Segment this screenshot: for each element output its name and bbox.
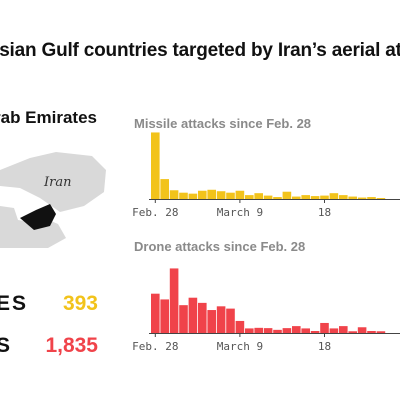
missile-bar: [301, 195, 310, 199]
missile-stat-label: ES: [0, 292, 29, 315]
drone-bar: [348, 331, 357, 333]
drone-bar: [357, 327, 367, 333]
missile-chart-title: Missile attacks since Feb. 28: [134, 116, 312, 131]
drone-bar: [151, 293, 160, 333]
missile-bar: [188, 193, 198, 199]
missile-bar: [357, 197, 367, 199]
drone-bar: [263, 328, 273, 333]
iran-landmass: [0, 152, 106, 212]
drone-bar: [310, 330, 320, 333]
drone-bar: [179, 305, 188, 333]
missile-tick-label: Feb. 28: [132, 206, 178, 219]
drone-bar: [226, 308, 235, 333]
drone-bar: [188, 297, 198, 333]
drone-bar: [160, 299, 169, 333]
drone-bar: [207, 310, 216, 333]
page-title: rsian Gulf countries targeted by Iran’s …: [0, 40, 400, 61]
drone-stat-label: S: [0, 334, 13, 357]
missile-bar: [310, 196, 320, 199]
missile-bar: [263, 195, 273, 199]
missile-bar: [376, 198, 386, 199]
drone-bar: [254, 327, 263, 333]
drone-bar: [367, 330, 376, 333]
map-label-iran: Iran: [43, 175, 71, 190]
missile-tick-label: March 9: [217, 206, 263, 219]
drone-bar: [169, 268, 179, 333]
missile-bar: [169, 190, 179, 199]
missile-stat-value: 393: [62, 292, 98, 315]
drone-bar: [329, 328, 339, 333]
missile-bar: [273, 197, 282, 199]
drone-bar: [292, 326, 301, 333]
missile-bar: [198, 190, 207, 199]
drone-bar: [235, 320, 245, 333]
missile-bar: [292, 196, 301, 199]
drone-bar: [245, 328, 254, 333]
missile-bar: [160, 179, 169, 199]
drone-tick-label: March 9: [217, 340, 263, 353]
drone-tick-label: 18: [318, 340, 331, 353]
drone-stat-value: 1,835: [45, 334, 98, 357]
missile-bar: [216, 191, 226, 199]
missile-bar: [235, 190, 245, 199]
missile-bar: [207, 189, 216, 199]
drone-tick-label: Feb. 28: [132, 340, 178, 353]
missile-bar: [179, 192, 188, 199]
drone-bar: [376, 331, 386, 333]
missile-bar: [329, 193, 339, 199]
drone-chart-title: Drone attacks since Feb. 28: [134, 239, 306, 254]
missile-bar: [367, 197, 376, 199]
drone-bar: [273, 329, 282, 333]
missile-bar: [348, 196, 357, 199]
region-map: Iran: [0, 152, 106, 248]
missile-tick-label: 18: [318, 206, 331, 219]
missile-bar: [226, 192, 235, 199]
missile-bar: [282, 191, 292, 199]
missile-bar: [320, 195, 329, 199]
drone-bar: [216, 306, 226, 333]
missile-bar: [245, 195, 254, 199]
missile-bar: [254, 193, 263, 199]
drone-bar: [320, 322, 329, 333]
missile-bar: [339, 195, 348, 199]
missile-bar: [151, 132, 160, 199]
drone-bar: [282, 328, 292, 333]
drone-bar: [339, 326, 348, 333]
country-label: rab Emirates: [0, 108, 97, 127]
uae-shape: [20, 204, 56, 230]
drone-bar: [301, 328, 310, 333]
drone-bar: [198, 302, 207, 333]
